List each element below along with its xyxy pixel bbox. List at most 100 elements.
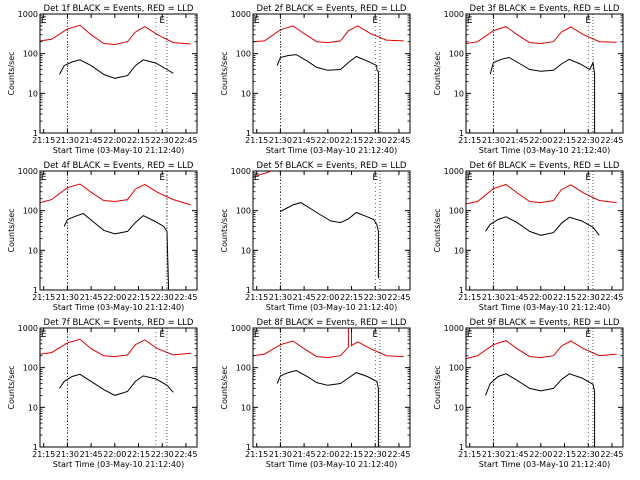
series-events-line — [485, 373, 596, 447]
series-lld-line — [40, 24, 191, 46]
x-tick-label: 21:45 — [293, 136, 316, 145]
x-tick-label: 22:15 — [340, 450, 363, 459]
x-tick-label: 22:45 — [174, 136, 197, 145]
y-axis-label: Counts/sec — [7, 208, 16, 252]
y-tick-label: 10 — [28, 246, 38, 255]
axes-frame — [252, 327, 411, 448]
y-tick-label: 10 — [241, 403, 251, 412]
x-tick-label: 22:30 — [577, 136, 600, 145]
x-tick-label: 21:30 — [269, 450, 292, 459]
x-tick-label: 22:15 — [127, 450, 150, 459]
y-tick-label: 10 — [28, 89, 38, 98]
x-tick-label: 22:30 — [151, 450, 174, 459]
y-tick-label: 1 — [33, 129, 38, 138]
flag-label: E — [372, 330, 378, 340]
series-lld-line — [40, 183, 191, 206]
x-tick-label: 21:15 — [245, 136, 268, 145]
y-tick-label: 1000 — [18, 324, 38, 333]
x-axis-label: Start Time (03-May-10 21:12:40) — [266, 460, 397, 469]
y-tick-label: 100 — [23, 207, 38, 216]
x-tick-label: 22:15 — [127, 293, 150, 302]
panel-title: Det 5f BLACK = Events, RED = LLD — [257, 161, 407, 171]
x-tick-label: 21:15 — [458, 293, 481, 302]
y-tick-label: 1 — [33, 286, 38, 295]
y-axis-label: Counts/sec — [220, 208, 229, 252]
panel-title: Det 4f BLACK = Events, RED = LLD — [44, 161, 194, 171]
x-axis-label: Start Time (03-May-10 21:12:40) — [266, 303, 397, 312]
flag-label: E — [254, 173, 260, 183]
x-tick-label: 22:15 — [127, 136, 150, 145]
flag-label: E — [159, 330, 165, 340]
axes-frame — [465, 327, 624, 448]
x-tick-label: 22:45 — [600, 293, 623, 302]
x-tick-label: 21:15 — [32, 293, 55, 302]
y-tick-label: 1 — [33, 443, 38, 452]
x-tick-label: 21:45 — [80, 136, 103, 145]
series-lld-line — [466, 183, 617, 205]
x-tick-label: 21:45 — [506, 293, 529, 302]
x-tick-label: 22:00 — [529, 293, 552, 302]
y-tick-label: 1 — [459, 286, 464, 295]
x-tick-label: 21:30 — [482, 293, 505, 302]
y-tick-label: 10 — [241, 89, 251, 98]
axes-frame — [39, 170, 198, 291]
y-tick-label: 100 — [449, 50, 464, 59]
axes-frame — [39, 327, 198, 448]
x-tick-label: 22:45 — [600, 136, 623, 145]
x-tick-label: 22:30 — [151, 293, 174, 302]
series-events-line — [59, 373, 174, 396]
series-lld-line — [253, 25, 404, 44]
x-tick-label: 22:30 — [364, 450, 387, 459]
x-tick-label: 22:45 — [387, 136, 410, 145]
y-axis-label: Counts/sec — [433, 208, 442, 252]
y-tick-label: 10 — [241, 246, 251, 255]
axes-frame — [465, 170, 624, 291]
flag-label: E — [372, 16, 378, 26]
x-axis-label: Start Time (03-May-10 21:12:40) — [53, 460, 184, 469]
x-axis-label: Start Time (03-May-10 21:12:40) — [266, 146, 397, 155]
x-tick-label: 22:45 — [174, 450, 197, 459]
y-tick-label: 100 — [23, 364, 38, 373]
y-tick-label: 1000 — [231, 10, 251, 19]
y-tick-label: 10 — [454, 246, 464, 255]
series-lld-line — [253, 171, 272, 178]
y-tick-label: 1000 — [231, 167, 251, 176]
x-tick-label: 22:00 — [316, 136, 339, 145]
panel-title: Det 2f BLACK = Events, RED = LLD — [257, 4, 407, 14]
y-tick-label: 1000 — [18, 167, 38, 176]
x-tick-label: 21:15 — [245, 450, 268, 459]
x-tick-label: 22:15 — [340, 136, 363, 145]
y-tick-label: 1000 — [231, 324, 251, 333]
y-axis-label: Counts/sec — [7, 365, 16, 409]
axes-frame — [39, 13, 198, 134]
series-lld-line — [466, 340, 617, 359]
x-tick-label: 22:15 — [553, 293, 576, 302]
x-axis-label: Start Time (03-May-10 21:12:40) — [53, 303, 184, 312]
panel-title: Det 1f BLACK = Events, RED = LLD — [44, 4, 194, 14]
x-tick-label: 22:30 — [364, 136, 387, 145]
series-events-line — [485, 216, 600, 236]
y-tick-label: 100 — [23, 50, 38, 59]
x-tick-label: 22:30 — [364, 293, 387, 302]
x-tick-label: 21:45 — [506, 450, 529, 459]
x-tick-label: 21:15 — [458, 450, 481, 459]
panel-title: Det 7f BLACK = Events, RED = LLD — [44, 318, 194, 328]
x-tick-label: 21:45 — [293, 293, 316, 302]
panel-title: Det 6f BLACK = Events, RED = LLD — [470, 161, 620, 171]
y-tick-label: 100 — [236, 50, 251, 59]
y-tick-label: 1000 — [444, 324, 464, 333]
x-tick-label: 21:30 — [56, 293, 79, 302]
x-axis-label: Start Time (03-May-10 21:12:40) — [53, 146, 184, 155]
x-axis-label: Start Time (03-May-10 21:12:40) — [479, 303, 610, 312]
flag-label: E — [41, 16, 47, 26]
x-tick-label: 22:00 — [316, 293, 339, 302]
x-tick-label: 22:00 — [529, 450, 552, 459]
y-axis-label: Counts/sec — [220, 365, 229, 409]
panel-title: Det 9f BLACK = Events, RED = LLD — [470, 318, 620, 328]
x-tick-label: 21:30 — [56, 450, 79, 459]
y-tick-label: 10 — [454, 89, 464, 98]
flag-label: E — [159, 16, 165, 26]
x-tick-label: 21:45 — [80, 293, 103, 302]
